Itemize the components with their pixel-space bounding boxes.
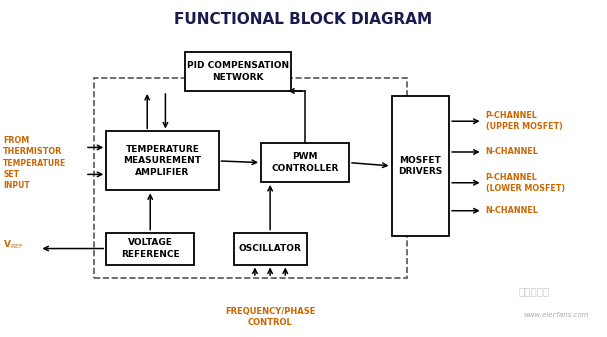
Text: TEMPERATURE
MEASUREMENT
AMPLIFIER: TEMPERATURE MEASUREMENT AMPLIFIER [123, 145, 202, 177]
Text: FUNCTIONAL BLOCK DIAGRAM: FUNCTIONAL BLOCK DIAGRAM [174, 12, 433, 27]
Text: PWM
CONTROLLER: PWM CONTROLLER [271, 152, 339, 173]
Text: P-CHANNEL
(UPPER MOSFET): P-CHANNEL (UPPER MOSFET) [486, 111, 563, 131]
Text: FROM
THERMISTOR: FROM THERMISTOR [3, 136, 63, 156]
Bar [261, 143, 349, 182]
Text: V$_{\mathsf{REF}}$: V$_{\mathsf{REF}}$ [3, 239, 24, 251]
Bar [106, 233, 194, 265]
Text: PID COMPENSATION
NETWORK: PID COMPENSATION NETWORK [187, 61, 290, 82]
Text: FREQUENCY/PHASE
CONTROL: FREQUENCY/PHASE CONTROL [225, 307, 315, 327]
Bar [392, 96, 449, 236]
Text: MOSFET
DRIVERS: MOSFET DRIVERS [398, 156, 443, 176]
Bar [106, 131, 219, 190]
Bar [185, 52, 291, 91]
Text: P-CHANNEL
(LOWER MOSFET): P-CHANNEL (LOWER MOSFET) [486, 173, 565, 193]
Text: N-CHANNEL: N-CHANNEL [486, 206, 538, 215]
Text: www.elecfans.com: www.elecfans.com [523, 312, 589, 318]
Text: 电子发烧友: 电子发烧友 [518, 286, 550, 297]
Text: N-CHANNEL: N-CHANNEL [486, 148, 538, 156]
Text: OSCILLATOR: OSCILLATOR [239, 244, 302, 253]
Bar [94, 78, 407, 278]
Bar [234, 233, 307, 265]
Text: TEMPERATURE
SET
INPUT: TEMPERATURE SET INPUT [3, 159, 66, 190]
Text: VOLTAGE
REFERENCE: VOLTAGE REFERENCE [121, 238, 180, 259]
